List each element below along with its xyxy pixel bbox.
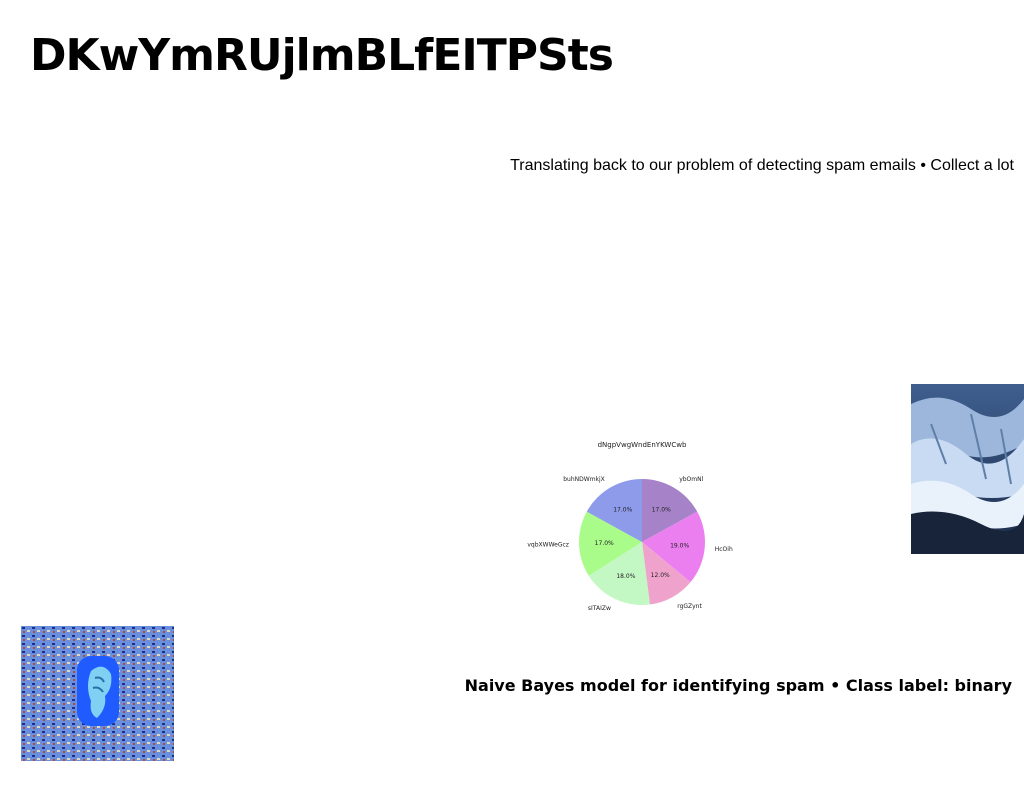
pie-slice [579,511,642,576]
pie-slice-percent-label: 17.0% [613,506,632,513]
pie-slice [586,479,642,542]
pie-slice-category-label: sITAIZw [588,605,611,612]
pie-slice-category-label: rgGZynt [677,603,702,610]
pie-slice [588,542,650,605]
slide-subtitle: Translating back to our problem of detec… [510,157,1014,174]
pie-slice-percent-label: 18.0% [616,573,635,580]
pie-slice-percent-label: 17.0% [652,506,671,513]
slide-caption: Naive Bayes model for identifying spam •… [464,676,1012,695]
pie-slice-category-label: buhNDWmkjX [563,476,605,483]
pie-slice-percent-label: 12.0% [651,572,670,579]
glacier-image [911,384,1024,554]
chart-title: dNgpVwgWndEnYKWCwb [598,441,687,449]
pie-slice-percent-label: 17.0% [595,540,614,547]
pie-slice-category-label: ybOmNl [679,476,703,483]
pie-slice-category-label: HcOih [715,546,733,553]
pie-chart: dNgpVwgWndEnYKWCwb 17.0% ybOmNl 19.0% HcOih… [527,432,737,637]
slide-title: DKwYmRUjlmBLfEITPSts [30,30,614,81]
pie-slice [642,479,698,542]
patterned-thumbnail-image [21,626,174,761]
pie-slice [642,511,705,583]
pie-slice-percent-label: 19.0% [670,543,689,550]
pie-slice-category-label: vqbXWWeGcz [527,541,569,548]
pie-slice [642,542,691,605]
